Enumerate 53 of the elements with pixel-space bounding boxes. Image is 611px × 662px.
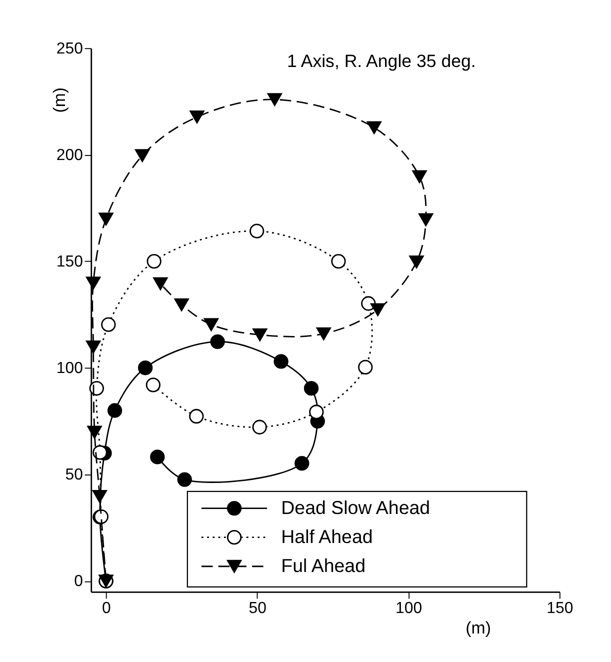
point (250, 224, 264, 238)
legend-label: Dead Slow Ahead (281, 496, 430, 518)
point (150, 450, 165, 464)
point (366, 121, 382, 134)
point (252, 328, 268, 342)
point (177, 472, 192, 487)
x-tick-label: 100 (395, 600, 422, 617)
point (89, 381, 104, 396)
point (210, 334, 225, 349)
point (86, 340, 101, 354)
point (146, 254, 162, 269)
y-tick-label: 250 (56, 40, 84, 58)
y-tick-label: 200 (56, 146, 84, 164)
point (358, 360, 373, 375)
point (86, 276, 101, 290)
point (204, 318, 219, 332)
point (267, 93, 282, 106)
y-tick-label: 0 (74, 573, 84, 590)
point (294, 456, 310, 471)
point (274, 354, 288, 369)
point (92, 445, 108, 460)
x-tick-label: 0 (102, 600, 112, 617)
point (98, 212, 114, 226)
point (309, 404, 324, 420)
point (92, 490, 107, 503)
point (138, 360, 153, 376)
point (252, 420, 267, 434)
point (107, 403, 122, 418)
annotation: 1 Axis, R. Angle 35 deg. (287, 50, 476, 71)
point (189, 408, 204, 424)
point (134, 149, 150, 162)
point (153, 277, 168, 290)
point (190, 110, 204, 124)
x-tick-label: 50 (248, 600, 267, 617)
point (409, 255, 424, 268)
point (412, 170, 427, 184)
y-tick-label: 50 (65, 466, 84, 484)
point (331, 254, 346, 269)
x-axis-title: (m) (466, 618, 491, 638)
x-tick-label: 150 (546, 600, 574, 617)
y-axis-title: (m) (50, 88, 70, 113)
point (316, 327, 331, 340)
point (418, 213, 434, 226)
legend-label: Half Ahead (281, 526, 373, 547)
y-tick-label: 100 (56, 360, 84, 378)
point (304, 381, 319, 396)
point (370, 303, 386, 316)
legend-label: Ful Ahead (281, 554, 366, 576)
point (101, 317, 116, 332)
y-tick-label: 150 (56, 253, 84, 270)
point (146, 378, 161, 392)
point (174, 298, 189, 312)
point (87, 426, 102, 439)
